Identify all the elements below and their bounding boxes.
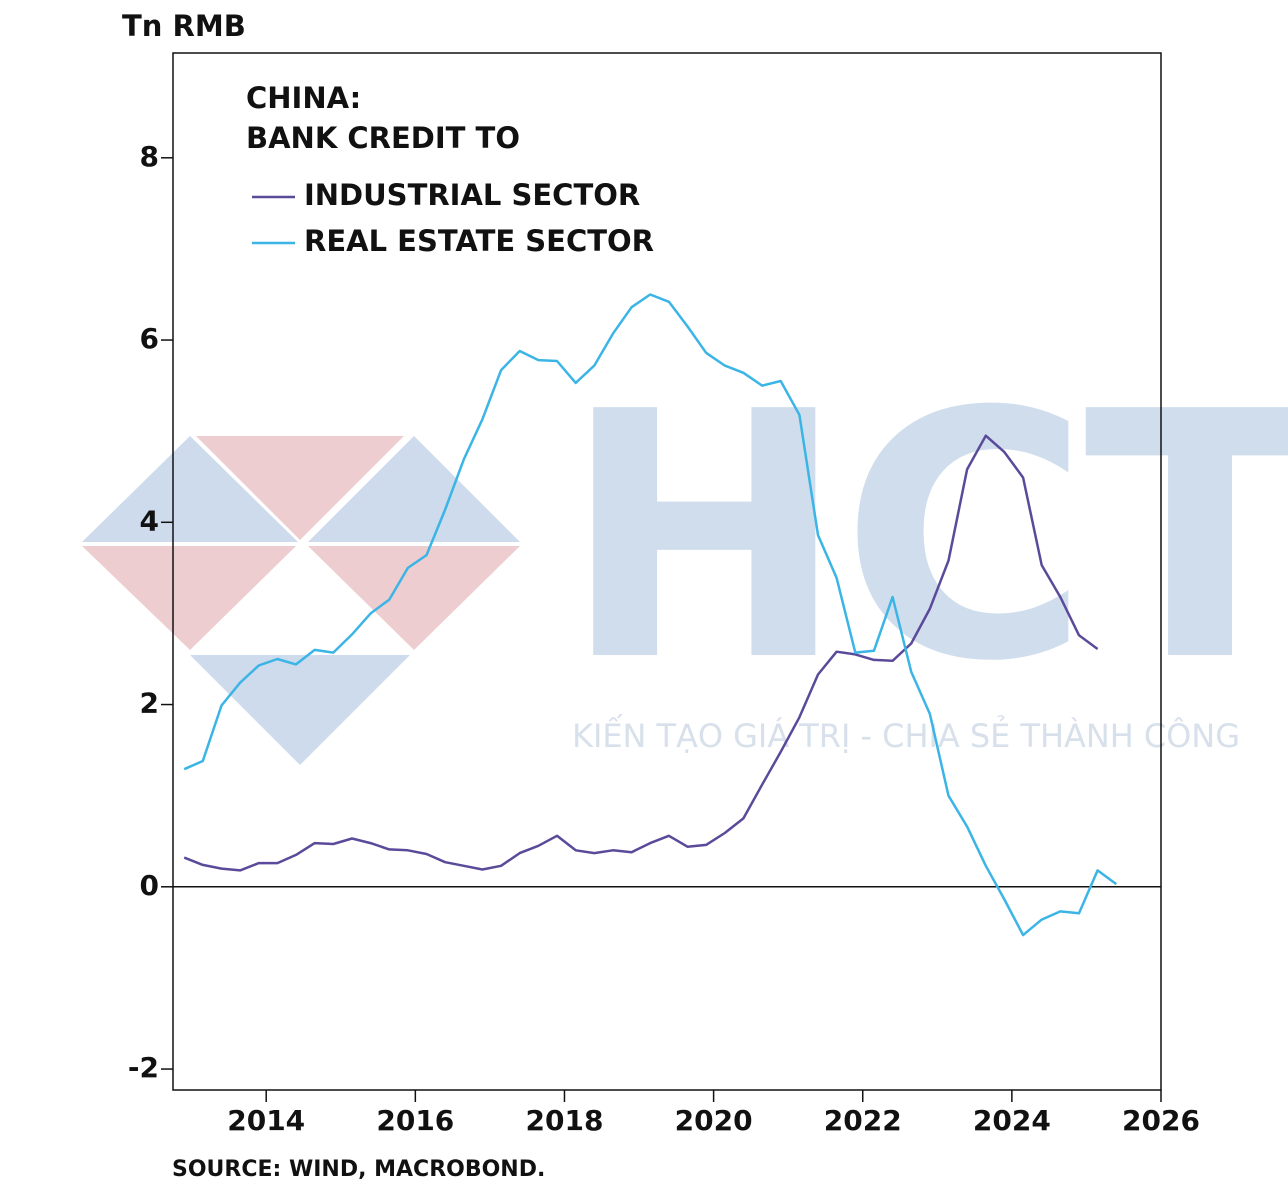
legend-label: REAL ESTATE SECTOR [304,224,654,258]
x-tick-label: 2022 [824,1104,902,1137]
x-tick-label: 2018 [526,1104,604,1137]
chart-title: CHINA: [246,81,361,115]
y-tick-label: 0 [140,869,159,902]
chart-subtitle: BANK CREDIT TO [246,121,520,155]
y-tick-label: -2 [128,1051,159,1084]
logo-shape [82,436,298,542]
legend-label: INDUSTRIAL SECTOR [304,178,640,212]
watermark-logo: HCT [562,340,1288,736]
y-tick-label: 2 [140,687,159,720]
y-axis-label: Tn RMB [122,9,246,43]
x-tick-label: 2016 [376,1104,454,1137]
logo-shape [196,436,404,540]
y-tick-label: 6 [140,322,159,355]
x-tick-label: 2026 [1122,1104,1200,1137]
series-line [183,434,1099,872]
x-tick-label: 2014 [227,1104,305,1137]
logo-shape [308,436,520,542]
series-line [183,293,1118,937]
logo-shape [308,546,520,650]
y-tick-label: 8 [140,140,159,173]
plot-frame [172,52,1162,1091]
x-tick-label: 2020 [675,1104,753,1137]
x-tick-label: 2024 [973,1104,1051,1137]
logo-shape [190,655,410,765]
watermark: HCT KIẾN TẠO GIÁ TRỊ - CHIA SẺ THÀNH CÔN… [82,340,1288,765]
watermark-tagline: KIẾN TẠO GIÁ TRỊ - CHIA SẺ THÀNH CÔNG [572,714,1240,755]
logo-shape [82,546,296,650]
source-note: SOURCE: WIND, MACROBOND. [172,1157,545,1182]
y-tick-label: 4 [140,504,159,537]
